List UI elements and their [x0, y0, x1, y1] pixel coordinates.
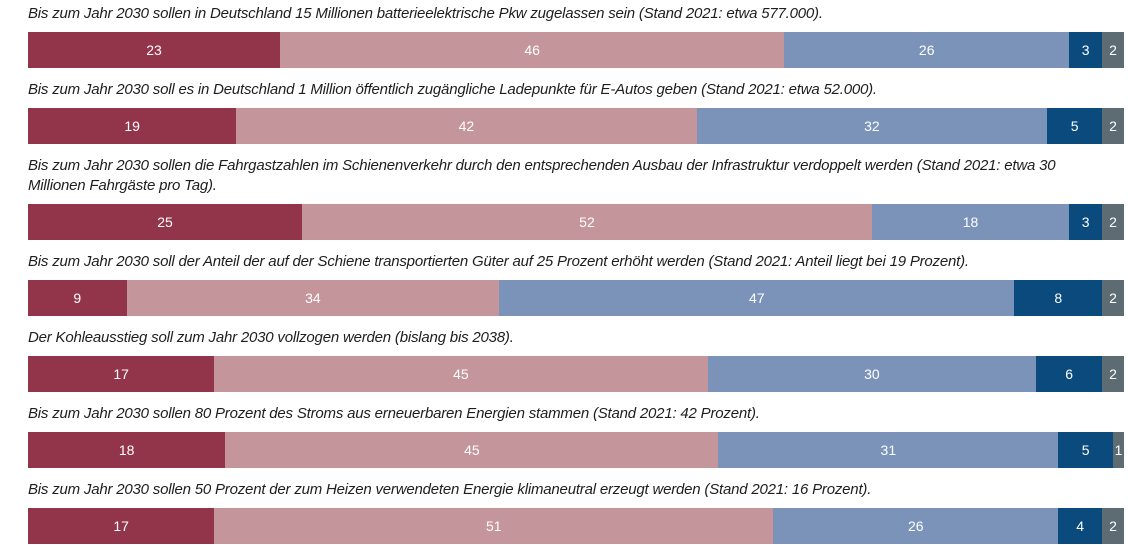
row-label: Bis zum Jahr 2030 sollen die Fahrgastzah…: [28, 157, 1056, 194]
data-label: 46: [524, 42, 540, 58]
bar-segment: 19: [28, 108, 237, 144]
row-label: Bis zum Jahr 2030 sollen 80 Prozent des …: [28, 405, 760, 422]
data-label: 6: [1065, 366, 1074, 382]
data-label: 19: [124, 118, 140, 134]
stacked-bar: 17 51 26 4 2: [28, 508, 1124, 544]
bar-segment: 2: [1102, 356, 1124, 392]
bar-segment: 30: [707, 356, 1037, 392]
bar-segment: 26: [773, 508, 1059, 544]
bar-segment: 47: [499, 280, 1015, 316]
data-label: 8: [1054, 290, 1063, 306]
bar-segment: 42: [236, 108, 697, 144]
bar-segment: 1: [1113, 432, 1124, 468]
bar-segment: 5: [1058, 432, 1114, 468]
bar-segment: 45: [214, 356, 708, 392]
data-label: 18: [962, 214, 979, 230]
bar-segment: 8: [1014, 280, 1103, 316]
bar-segment: 17: [28, 508, 215, 544]
bar-segment: 2: [1102, 280, 1124, 316]
data-label: 30: [864, 366, 880, 382]
bar-segment: 2: [1102, 108, 1124, 144]
bar-segment: 31: [718, 432, 1059, 468]
bar-segment: 3: [1069, 32, 1103, 68]
stacked-bar: 17 45 30 6 2: [28, 356, 1124, 392]
data-label: 32: [864, 118, 880, 134]
bar-segment: 5: [1047, 108, 1103, 144]
data-label: 2: [1109, 518, 1117, 534]
bar-segment: 26: [784, 32, 1070, 68]
bar-segment: 2: [1102, 508, 1124, 544]
data-label: 3: [1081, 42, 1090, 58]
bar-segment: 51: [214, 508, 774, 544]
bar-segment: 23: [28, 32, 281, 68]
bar-segment: 2: [1102, 32, 1124, 68]
data-label: 2: [1109, 366, 1117, 382]
data-label: 17: [113, 518, 129, 534]
data-label: 3: [1081, 214, 1090, 230]
data-label: 52: [579, 214, 595, 230]
data-label: 45: [453, 366, 469, 382]
data-label: 45: [464, 442, 480, 458]
data-label: 5: [1070, 118, 1079, 134]
stacked-bar: 25 52 18 3 2: [28, 204, 1124, 240]
data-label: 18: [118, 442, 135, 458]
bar-segment: 9: [28, 280, 127, 316]
data-label: 1: [1114, 442, 1123, 458]
data-label: 2: [1109, 118, 1117, 134]
row-label: Bis zum Jahr 2030 soll der Anteil der au…: [28, 253, 969, 270]
bar-segment: 32: [696, 108, 1048, 144]
bar-segment: 3: [1069, 204, 1103, 240]
stacked-bar: 18 45 31 5 1: [28, 432, 1124, 468]
bar-segment: 52: [302, 204, 872, 240]
bar-segment: 45: [225, 432, 719, 468]
bar-segment: 2: [1102, 204, 1124, 240]
row-label: Bis zum Jahr 2030 sollen 50 Prozent der …: [28, 481, 872, 498]
bar-segment: 17: [28, 356, 215, 392]
data-label: 47: [749, 290, 765, 306]
data-label: 26: [907, 518, 924, 534]
bar-segment: 18: [871, 204, 1070, 240]
data-label: 5: [1081, 442, 1090, 458]
row-label: Bis zum Jahr 2030 sollen in Deutschland …: [28, 5, 823, 22]
data-label: 4: [1076, 518, 1085, 534]
stacked-bar: 9 34 47 8 2: [28, 280, 1124, 316]
bar-segment: 46: [280, 32, 785, 68]
data-label: 2: [1109, 42, 1117, 58]
data-label: 2: [1109, 214, 1117, 230]
stacked-bar: 19 42 32 5 2: [28, 108, 1124, 144]
data-label: 25: [157, 214, 173, 230]
row-label: Bis zum Jahr 2030 soll es in Deutschland…: [28, 81, 877, 98]
bar-segment: 6: [1036, 356, 1103, 392]
data-label: 26: [918, 42, 935, 58]
data-label: 23: [146, 42, 162, 58]
bar-segment: 18: [28, 432, 226, 468]
data-label: 2: [1109, 290, 1117, 306]
row-label: Der Kohleausstieg soll zum Jahr 2030 vol…: [28, 329, 514, 346]
data-label: 51: [486, 518, 502, 534]
data-label: 42: [458, 118, 475, 134]
data-label: 17: [113, 366, 129, 382]
data-label: 34: [305, 290, 321, 306]
data-label: 9: [73, 290, 82, 306]
data-label: 31: [880, 442, 897, 458]
bar-segment: 25: [28, 204, 302, 240]
bar-segment: 4: [1058, 508, 1103, 544]
bar-segment: 34: [126, 280, 500, 316]
stacked-bar: 23 46 26 3 2: [28, 32, 1124, 68]
